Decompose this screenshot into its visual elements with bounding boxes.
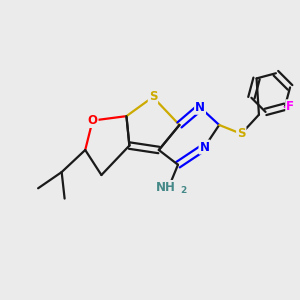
Text: S: S — [237, 127, 245, 140]
Text: S: S — [149, 91, 157, 103]
Text: F: F — [286, 100, 294, 113]
Text: 2: 2 — [180, 186, 186, 195]
Text: N: N — [200, 141, 209, 154]
Text: NH: NH — [156, 181, 176, 194]
Text: N: N — [195, 101, 205, 114]
Text: O: O — [88, 114, 98, 127]
